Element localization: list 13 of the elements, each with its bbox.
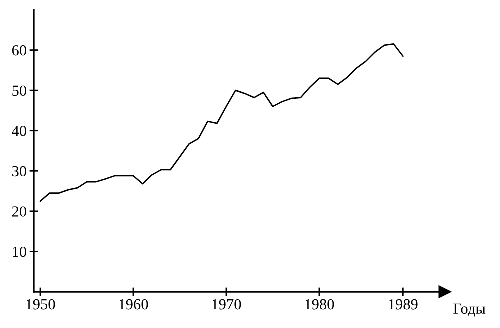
x-tick-label: 1989: [389, 299, 418, 310]
y-tick-label: 20: [12, 206, 26, 217]
line-series: [40, 44, 404, 202]
y-tick-label: 10: [13, 246, 26, 258]
y-tick-label: 60: [12, 45, 26, 56]
x-tick-label: 1960: [120, 299, 148, 310]
x-tick-label: 1980: [306, 299, 334, 310]
y-tick-label: 30: [12, 166, 26, 177]
x-tick-label: 1970: [212, 299, 242, 310]
x-tick-label: 1950: [26, 299, 56, 310]
y-tick-label: 50: [12, 86, 26, 96]
y-tick-label: 40: [12, 126, 26, 136]
x-axis-title: Годы: [454, 304, 486, 317]
